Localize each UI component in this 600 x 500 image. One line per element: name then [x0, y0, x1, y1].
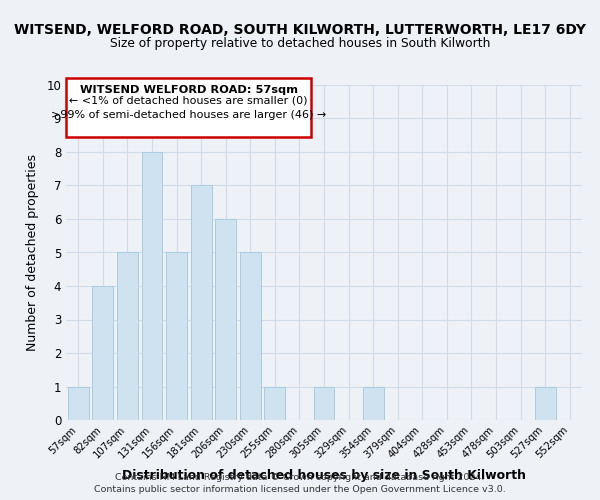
X-axis label: Distribution of detached houses by size in South Kilworth: Distribution of detached houses by size …: [122, 469, 526, 482]
Text: Contains public sector information licensed under the Open Government Licence v3: Contains public sector information licen…: [94, 485, 506, 494]
Bar: [68, 386, 89, 420]
Y-axis label: Number of detached properties: Number of detached properties: [26, 154, 40, 351]
Bar: [362, 386, 383, 420]
Bar: [535, 386, 556, 420]
Bar: [166, 252, 187, 420]
Bar: [117, 252, 138, 420]
Bar: [265, 386, 286, 420]
FancyBboxPatch shape: [66, 78, 311, 137]
Text: Contains HM Land Registry data © Crown copyright and database right 2024.: Contains HM Land Registry data © Crown c…: [115, 472, 485, 482]
Text: Size of property relative to detached houses in South Kilworth: Size of property relative to detached ho…: [110, 38, 490, 51]
Text: WITSEND, WELFORD ROAD, SOUTH KILWORTH, LUTTERWORTH, LE17 6DY: WITSEND, WELFORD ROAD, SOUTH KILWORTH, L…: [14, 22, 586, 36]
Text: WITSEND WELFORD ROAD: 57sqm: WITSEND WELFORD ROAD: 57sqm: [80, 85, 298, 95]
Bar: [314, 386, 334, 420]
Bar: [240, 252, 261, 420]
Bar: [92, 286, 113, 420]
Bar: [191, 186, 212, 420]
Bar: [142, 152, 163, 420]
Bar: [215, 219, 236, 420]
Text: ← <1% of detached houses are smaller (0)
>99% of semi-detached houses are larger: ← <1% of detached houses are smaller (0)…: [51, 96, 326, 120]
